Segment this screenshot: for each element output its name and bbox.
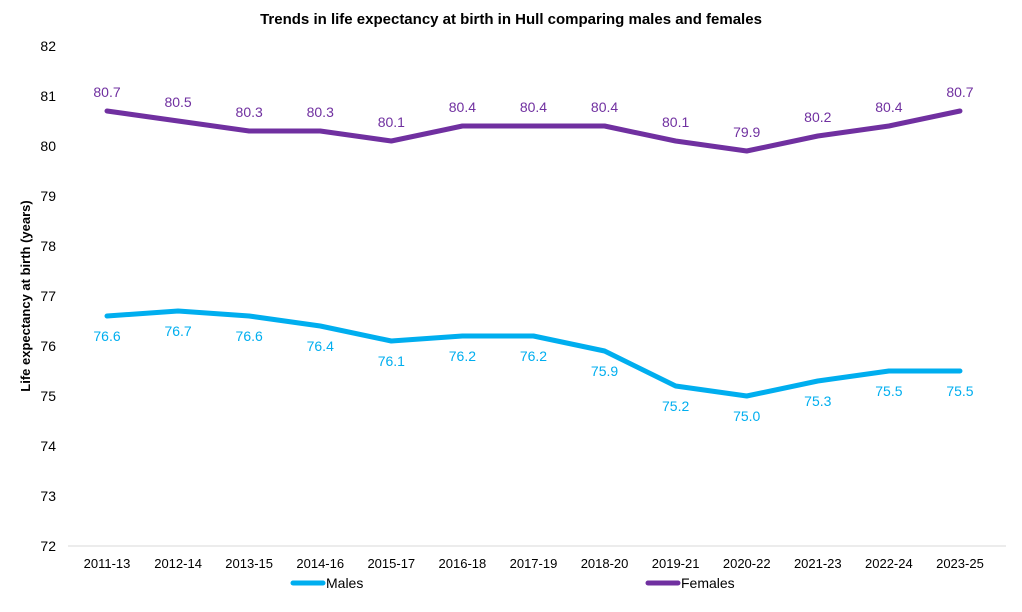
females-data-label: 80.4 bbox=[875, 99, 902, 115]
x-tick-label: 2023-25 bbox=[936, 556, 984, 571]
males-data-label: 76.2 bbox=[520, 348, 547, 364]
x-tick-label: 2020-22 bbox=[723, 556, 771, 571]
females-data-label: 80.7 bbox=[93, 84, 120, 100]
females-data-label: 80.7 bbox=[946, 84, 973, 100]
x-tick-label: 2016-18 bbox=[439, 556, 487, 571]
males-data-label: 75.5 bbox=[946, 383, 973, 399]
y-tick-label: 82 bbox=[40, 38, 56, 54]
y-tick-label: 73 bbox=[40, 488, 56, 504]
y-tick-label: 76 bbox=[40, 338, 56, 354]
x-tick-label: 2011-13 bbox=[84, 556, 131, 571]
males-series-line bbox=[104, 308, 963, 399]
x-tick-label: 2012-14 bbox=[154, 556, 202, 571]
x-tick-label: 2013-15 bbox=[225, 556, 273, 571]
y-tick-label: 77 bbox=[40, 288, 56, 304]
females-data-label: 80.4 bbox=[449, 99, 476, 115]
males-data-label: 76.6 bbox=[236, 328, 263, 344]
males-data-label: 75.2 bbox=[662, 398, 689, 414]
y-tick-label: 75 bbox=[40, 388, 56, 404]
females-data-label: 80.3 bbox=[307, 104, 334, 120]
x-tick-label: 2019-21 bbox=[652, 556, 700, 571]
y-tick-label: 74 bbox=[40, 438, 56, 454]
legend-males-label: Males bbox=[326, 575, 363, 591]
females-data-label: 80.1 bbox=[378, 114, 405, 130]
males-data-label: 75.0 bbox=[733, 408, 760, 424]
females-data-label: 80.1 bbox=[662, 114, 689, 130]
males-data-label: 76.1 bbox=[378, 353, 405, 369]
males-data-label: 75.5 bbox=[875, 383, 902, 399]
x-tick-label: 2021-23 bbox=[794, 556, 842, 571]
y-axis-label: Life expectancy at birth (years) bbox=[18, 200, 33, 391]
males-data-label: 75.3 bbox=[804, 393, 831, 409]
males-data-label: 76.7 bbox=[164, 323, 191, 339]
y-tick-label: 79 bbox=[40, 188, 56, 204]
y-tick-label: 80 bbox=[40, 138, 56, 154]
x-tick-label: 2015-17 bbox=[367, 556, 415, 571]
y-tick-label: 81 bbox=[40, 88, 56, 104]
y-tick-label: 72 bbox=[40, 538, 56, 554]
x-tick-label: 2018-20 bbox=[581, 556, 629, 571]
females-data-label: 80.3 bbox=[236, 104, 263, 120]
males-data-label: 76.4 bbox=[307, 338, 334, 354]
females-data-label: 80.5 bbox=[164, 94, 191, 110]
males-data-label: 76.2 bbox=[449, 348, 476, 364]
females-data-label: 80.4 bbox=[520, 99, 547, 115]
x-tick-label: 2017-19 bbox=[510, 556, 558, 571]
y-tick-label: 78 bbox=[40, 238, 56, 254]
x-tick-label: 2022-24 bbox=[865, 556, 913, 571]
chart-title: Trends in life expectancy at birth in Hu… bbox=[260, 11, 762, 28]
legend-females-label: Females bbox=[681, 575, 735, 591]
females-data-label: 79.9 bbox=[733, 124, 760, 140]
males-data-label: 75.9 bbox=[591, 363, 618, 379]
x-tick-label: 2014-16 bbox=[296, 556, 344, 571]
females-data-label: 80.2 bbox=[804, 109, 831, 125]
females-data-label: 80.4 bbox=[591, 99, 618, 115]
males-data-label: 76.6 bbox=[93, 328, 120, 344]
females-series-line bbox=[104, 108, 963, 154]
